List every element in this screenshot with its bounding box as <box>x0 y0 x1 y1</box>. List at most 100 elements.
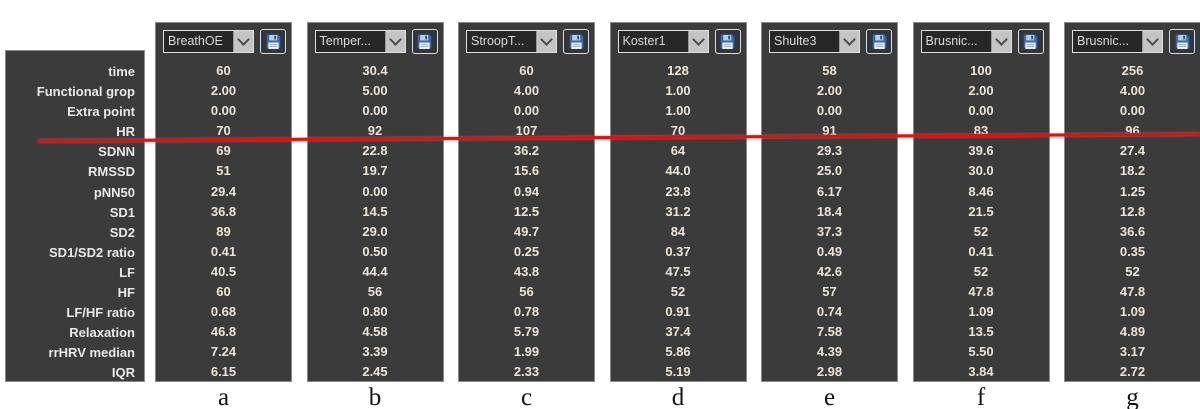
metric-value: 47.8 <box>968 284 994 300</box>
metric-value: 69 <box>216 143 231 159</box>
metric-value: 60 <box>216 63 231 78</box>
metric-value: 84 <box>670 223 686 239</box>
row-label: SD1/SD2 ratio <box>49 244 135 260</box>
column-values: 60 4.00 0.00 107 36.2 15.6 0.94 12.5 49.7 0.25 43.… <box>459 56 594 383</box>
session-select-value: Temper... <box>319 33 371 48</box>
metric-value: 0.50 <box>362 243 388 259</box>
column-letter: c <box>520 384 533 409</box>
chevron-down-icon[interactable] <box>536 30 557 52</box>
save-button[interactable] <box>1017 28 1044 54</box>
session-column-panel: BreathOE 60 <box>155 22 292 382</box>
metric-value: 47.5 <box>665 263 691 279</box>
metric-value: 0.00 <box>1119 103 1146 119</box>
metric-value: 30.4 <box>362 63 388 78</box>
session-select-dropdown[interactable]: BreathOE <box>163 29 255 53</box>
metric-value: 0.49 <box>816 243 843 259</box>
floppy-disk-icon <box>719 33 736 50</box>
metric-value: 5.00 <box>362 83 388 99</box>
metric-value: 0.94 <box>513 183 540 199</box>
session-select-dropdown[interactable]: Koster1 <box>617 29 709 53</box>
metric-value: 91 <box>822 123 837 139</box>
metric-value: 7.58 <box>816 324 843 340</box>
row-label: LF <box>119 264 135 280</box>
metric-value: 1.00 <box>665 103 691 119</box>
metric-value: 4.39 <box>816 344 843 360</box>
metric-value: 37.3 <box>816 223 843 239</box>
save-button[interactable] <box>866 28 892 54</box>
metric-value: 256 <box>1121 63 1144 78</box>
session-select-value: Brusnic... <box>1077 33 1130 48</box>
session-column-panel: Koster1 128 <box>609 22 747 383</box>
session-select-value: BreathOE <box>168 33 223 48</box>
row-label: SD2 <box>109 224 135 240</box>
metric-value: 0.00 <box>362 183 388 199</box>
metric-value: 0.68 <box>210 304 237 320</box>
session-column-header: Brusnic... <box>1065 23 1200 56</box>
save-button[interactable] <box>411 28 438 54</box>
metric-value: 0.00 <box>210 103 237 119</box>
session-column: Koster1 128 <box>609 22 747 409</box>
metric-value: 6.15 <box>210 364 237 380</box>
metric-value: 5.50 <box>968 344 994 360</box>
column-letter: e <box>823 384 836 409</box>
column-letter: g <box>1126 384 1139 409</box>
column-letter: f <box>976 384 986 409</box>
column-values: 60 2.00 0.00 70 69 51 29.4 36.8 89 0.41 40.5 60 0.68… <box>156 56 291 383</box>
session-column: StroopT... <box>458 22 595 409</box>
metric-value: 36.8 <box>210 203 237 219</box>
session-select-dropdown[interactable]: Temper... <box>314 29 406 53</box>
metric-value: 92 <box>367 123 383 139</box>
row-labels-panel: time Functional grop Extra point HR SDNN RMSS… <box>5 50 145 382</box>
chevron-down-icon[interactable] <box>839 30 860 52</box>
session-select-dropdown[interactable]: Shulte3 <box>769 29 861 53</box>
metric-value: 6.17 <box>816 183 843 199</box>
chevron-down-icon[interactable] <box>233 30 254 52</box>
metric-value: 0.00 <box>513 103 540 119</box>
metric-value: 31.2 <box>665 203 691 219</box>
row-label: Extra point <box>67 104 135 120</box>
metric-value: 0.78 <box>513 304 540 320</box>
session-select-value: Brusnic... <box>925 33 978 48</box>
session-column-header: StroopT... <box>459 23 594 56</box>
metric-value: 14.5 <box>362 203 388 219</box>
metric-value: 0.00 <box>816 103 843 119</box>
metric-value: 2.00 <box>210 83 237 99</box>
session-select-dropdown[interactable]: Brusnic... <box>920 29 1012 53</box>
save-button[interactable] <box>714 28 741 54</box>
chevron-down-icon[interactable] <box>384 30 405 52</box>
session-select-dropdown[interactable]: Brusnic... <box>1072 29 1164 53</box>
chevron-down-icon[interactable] <box>990 30 1011 52</box>
session-column: BreathOE 60 <box>155 22 292 409</box>
row-label: Functional grop <box>36 84 135 100</box>
column-values: 128 1.00 1.00 70 64 44.0 23.8 31.2 84 0.37 47.5 52 0… <box>611 56 746 383</box>
save-button[interactable] <box>260 28 286 54</box>
floppy-disk-icon <box>871 33 888 50</box>
metric-value: 42.6 <box>816 263 843 279</box>
metric-value: 64 <box>670 143 686 159</box>
session-column-panel: Brusnic... <box>912 22 1050 382</box>
save-button[interactable] <box>563 28 589 54</box>
row-label: SDNN <box>98 144 135 160</box>
session-select-dropdown[interactable]: StroopT... <box>466 29 558 53</box>
metric-value: 1.99 <box>513 344 540 360</box>
session-column-header: Brusnic... <box>914 23 1049 56</box>
metric-value: 0.41 <box>968 243 994 259</box>
metric-value: 83 <box>973 123 989 139</box>
row-label: time <box>108 64 135 79</box>
chevron-down-icon[interactable] <box>1142 30 1163 52</box>
chevron-down-icon[interactable] <box>687 30 708 52</box>
metric-value: 0.35 <box>1119 243 1146 259</box>
save-button[interactable] <box>1169 28 1195 54</box>
metric-value: 21.5 <box>968 203 994 219</box>
metric-value: 4.89 <box>1119 324 1146 340</box>
metric-value: 25.0 <box>816 163 843 179</box>
floppy-disk-icon <box>1022 33 1039 50</box>
metric-value: 107 <box>515 123 538 139</box>
metric-value: 46.8 <box>210 324 237 340</box>
session-column: Brusnic... <box>912 22 1050 409</box>
metric-value: 36.2 <box>513 143 540 159</box>
metric-value: 0.41 <box>210 243 237 259</box>
metric-value: 18.2 <box>1119 163 1146 179</box>
metric-value: 2.00 <box>968 83 994 99</box>
metric-value: 4.00 <box>513 83 540 99</box>
